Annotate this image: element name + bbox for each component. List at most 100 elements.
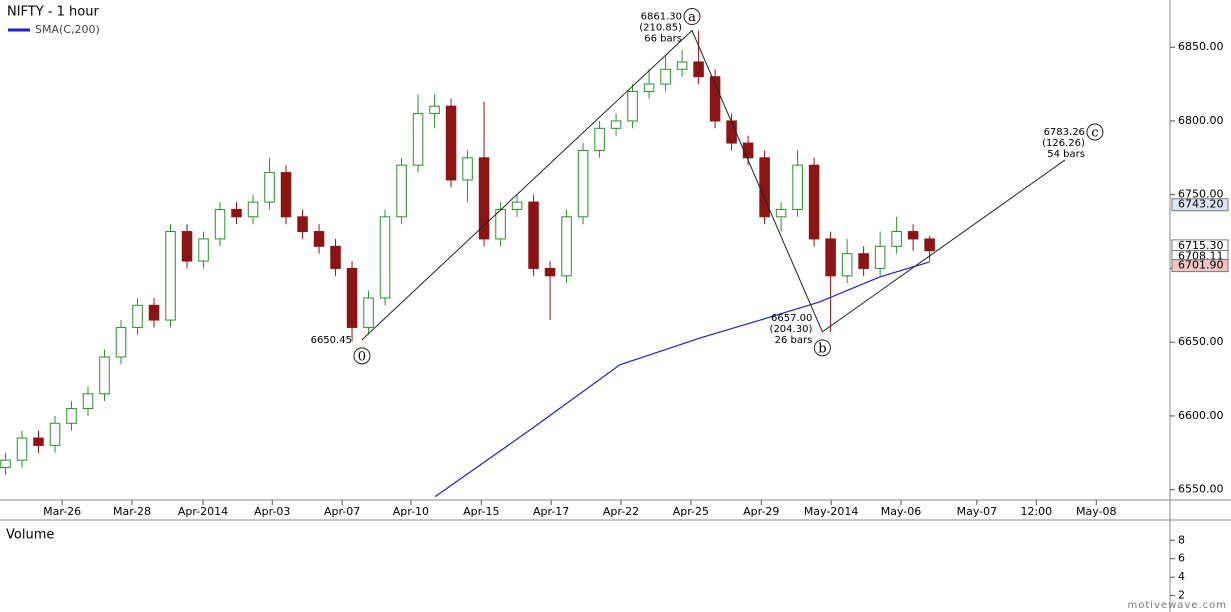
- y-tick-label: 6600.00: [1178, 409, 1224, 422]
- volume-title: Volume: [6, 528, 54, 543]
- candle-body: [808, 164, 820, 240]
- candle-body: [330, 245, 341, 269]
- candle-body: [346, 267, 358, 328]
- x-tick-label: May-2014: [804, 505, 859, 518]
- candle-body: [445, 105, 457, 181]
- candle-body: [66, 408, 77, 424]
- wave-label: c: [1091, 126, 1098, 141]
- candle-body: [412, 113, 424, 166]
- candle-body: [544, 267, 556, 277]
- candle-body: [561, 216, 572, 277]
- candle-body: [198, 238, 209, 262]
- wave-change: (210.85): [639, 23, 682, 34]
- candle-body: [907, 231, 919, 240]
- candle-body: [858, 253, 869, 269]
- candle-body: [231, 208, 242, 218]
- candle-body: [709, 76, 721, 122]
- candle-body: [660, 68, 671, 85]
- candle-body: [462, 157, 473, 181]
- candle-body: [379, 216, 391, 299]
- wave-price: 6783.26: [1044, 127, 1085, 138]
- x-tick-label: Apr-07: [324, 505, 360, 518]
- candle-body: [49, 422, 61, 446]
- candle-body: [924, 238, 935, 252]
- candle-body: [726, 120, 737, 144]
- candle-body: [825, 238, 836, 277]
- wave-price: 6657.00: [771, 313, 812, 324]
- candle-body: [280, 172, 292, 218]
- candle-body: [363, 297, 374, 328]
- candle-body: [792, 164, 803, 210]
- y-tick-label: 6650.00: [1178, 335, 1224, 348]
- x-tick-label: Apr-29: [743, 505, 779, 518]
- x-tick-label: Apr-03: [254, 505, 290, 518]
- candle-body: [165, 231, 176, 321]
- candle-body: [396, 164, 407, 218]
- x-tick-label: Apr-15: [463, 505, 499, 518]
- volume-tick-label: 4: [1178, 570, 1185, 583]
- price-tag-label: 6701.90: [1178, 259, 1224, 272]
- wave-price: 6861.30: [641, 12, 682, 23]
- candle-body: [775, 208, 787, 218]
- x-tick-label: Mar-26: [43, 505, 81, 518]
- wave-marker: [353, 347, 371, 365]
- x-tick-label: Apr-22: [603, 505, 639, 518]
- volume-tick-label: 2: [1178, 589, 1185, 602]
- wave-change: (204.30): [770, 324, 813, 335]
- candle-body: [676, 61, 688, 70]
- candle-body: [874, 245, 886, 269]
- x-tick-label: Apr-10: [393, 505, 429, 518]
- x-tick-label: May-06: [881, 505, 922, 518]
- candle-body: [759, 157, 770, 218]
- candle-body: [577, 149, 589, 218]
- wave-line: [361, 29, 1066, 341]
- x-tick-label: May-07: [957, 505, 998, 518]
- candle-body: [528, 201, 539, 269]
- price-tag-label: 6743.20: [1178, 198, 1224, 211]
- sma-line: [434, 261, 930, 498]
- wave-marker: [813, 339, 831, 357]
- candle-body: [82, 393, 94, 410]
- x-tick-label: Apr-2014: [178, 505, 228, 518]
- wave-price: 6650.45: [311, 335, 352, 346]
- wave-bars: 66 bars: [644, 34, 682, 45]
- candle-body: [297, 216, 308, 233]
- candle-body: [693, 61, 704, 78]
- candle-body: [0, 459, 11, 469]
- candle-body: [115, 326, 127, 358]
- chart-title: NIFTY - 1 hour: [7, 5, 99, 20]
- x-tick-label: May-08: [1076, 505, 1117, 518]
- candle-body: [214, 208, 226, 240]
- candle-body: [99, 356, 110, 395]
- y-tick-label: 6800.00: [1178, 114, 1224, 127]
- candle-body: [643, 83, 655, 92]
- candle-body: [742, 142, 754, 159]
- candle-body: [247, 201, 259, 218]
- candle-body: [313, 231, 325, 247]
- wave-bars: 26 bars: [775, 335, 813, 346]
- candle-body: [610, 120, 622, 129]
- x-tick-label: Apr-17: [533, 505, 569, 518]
- wave-change: (126.26): [1042, 138, 1085, 149]
- candle-body: [495, 208, 506, 240]
- x-tick-label: 12:00: [1020, 505, 1052, 518]
- candle-body: [478, 157, 490, 240]
- x-tick-label: Mar-28: [113, 505, 151, 518]
- watermark: motivewave.com: [1127, 600, 1227, 611]
- wave-label: b: [818, 341, 826, 356]
- candle-body: [132, 304, 143, 328]
- wave-marker: [1086, 123, 1104, 141]
- candle-body: [891, 231, 902, 247]
- candle-body: [429, 105, 440, 115]
- volume-tick-label: 8: [1178, 533, 1185, 546]
- wave-label: a: [688, 10, 696, 25]
- y-tick-label: 6750.00: [1178, 188, 1224, 201]
- candle-body: [181, 231, 193, 262]
- legend-label: SMA(C,200): [35, 23, 100, 36]
- wave-label: 0: [358, 349, 366, 364]
- candle-body: [511, 201, 523, 210]
- wave-bars: 54 bars: [1047, 149, 1085, 160]
- x-tick-label: Apr-25: [673, 505, 709, 518]
